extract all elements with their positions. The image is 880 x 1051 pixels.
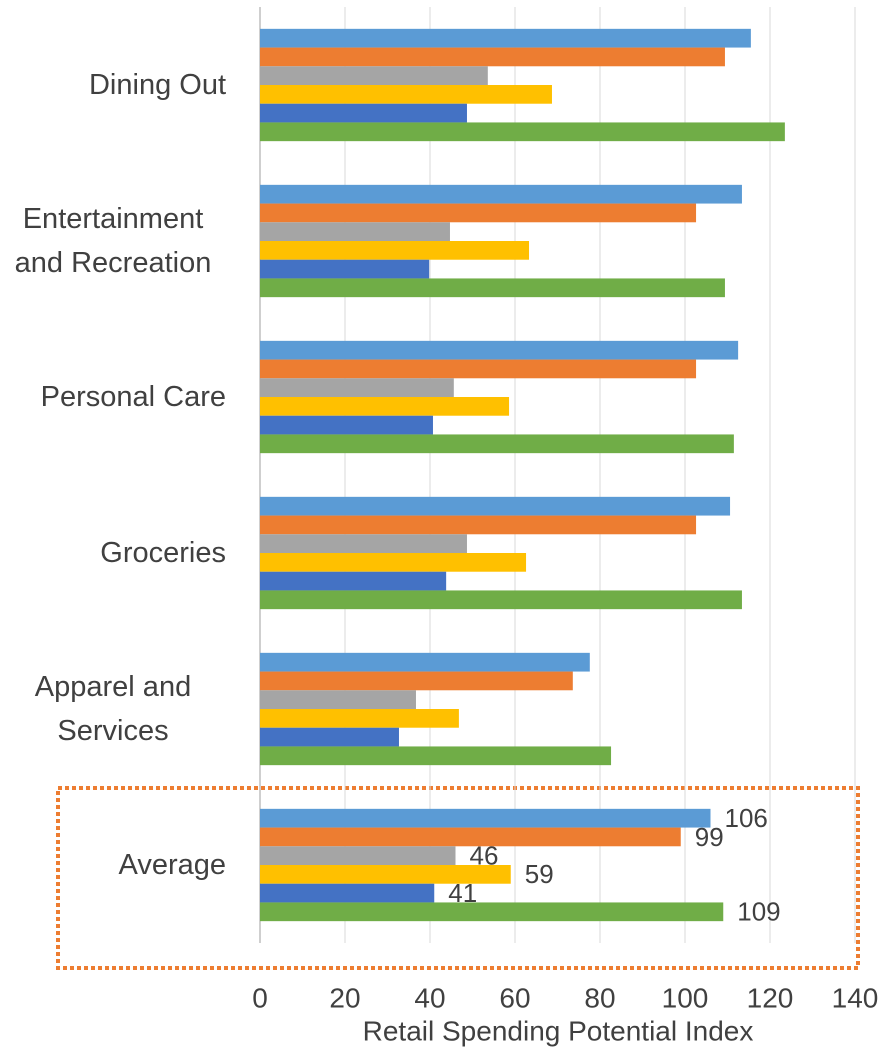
bar [260, 553, 527, 572]
bar [260, 278, 725, 298]
bar [260, 359, 697, 379]
bar [260, 28, 751, 48]
bar [260, 378, 454, 397]
bar [260, 727, 399, 747]
x-tick-label: 20 [329, 982, 360, 1013]
category-text: Groceries [100, 537, 226, 569]
highlight-box [56, 786, 860, 970]
bar [260, 515, 697, 535]
x-tick-label: 0 [252, 982, 268, 1013]
bar [260, 222, 450, 241]
bar [260, 846, 456, 865]
y-tick-label: Entertainment and Recreation [0, 197, 226, 285]
category-text: Personal Care [40, 381, 226, 413]
bar [260, 496, 731, 516]
bar [260, 746, 612, 766]
bar [260, 434, 734, 454]
bar [260, 415, 433, 435]
data-label: 99 [695, 822, 724, 852]
category-text: Dining Out [88, 69, 226, 101]
bar [260, 203, 697, 223]
bar [260, 122, 785, 142]
y-tick-label: Average [0, 843, 227, 887]
bar [260, 652, 590, 672]
bar [260, 397, 510, 416]
bar [260, 259, 430, 279]
data-label: 109 [737, 897, 780, 927]
y-tick-label: Personal Care [0, 375, 226, 419]
bar [260, 103, 467, 123]
bar [260, 340, 739, 360]
data-label: 106 [725, 803, 768, 833]
bar [260, 827, 681, 847]
bar [260, 590, 742, 610]
bar [260, 184, 742, 204]
x-axis-label: Retail Spending Potential Index [363, 1015, 754, 1046]
x-tick-label: 140 [832, 982, 879, 1013]
bar [260, 571, 447, 591]
bar [260, 690, 416, 709]
bar [260, 671, 573, 691]
data-label: 59 [525, 859, 554, 889]
x-tick-label: 100 [662, 982, 709, 1013]
category-text: Entertainment and Recreation [14, 203, 212, 279]
bar [260, 883, 435, 903]
y-tick-label: Apparel and Services [0, 665, 226, 753]
y-tick-label: Dining Out [0, 63, 226, 107]
bar [260, 709, 459, 728]
bar [260, 85, 552, 104]
x-tick-label: 80 [584, 982, 615, 1013]
bar [260, 865, 511, 884]
y-tick-label: Groceries [0, 531, 226, 575]
bar [260, 808, 711, 828]
bar [260, 47, 725, 67]
x-tick-label: 40 [414, 982, 445, 1013]
bar [260, 902, 724, 922]
bar [260, 241, 530, 260]
bar [260, 534, 467, 553]
x-tick-label: 120 [747, 982, 794, 1013]
category-text: Average [118, 849, 227, 881]
x-tick-label: 60 [499, 982, 530, 1013]
category-text: Apparel and Services [34, 671, 192, 747]
bar [260, 66, 488, 85]
